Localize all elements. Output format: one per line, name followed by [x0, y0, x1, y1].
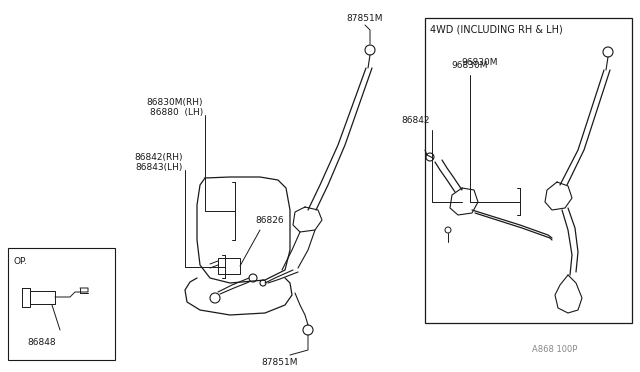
Text: 86842(RH): 86842(RH): [134, 153, 183, 162]
Text: 4WD (INCLUDING RH & LH): 4WD (INCLUDING RH & LH): [430, 24, 563, 34]
Bar: [218, 258, 240, 274]
Bar: [425, 18, 632, 323]
Text: A868 100P: A868 100P: [532, 345, 578, 354]
Bar: [8, 248, 115, 360]
Text: 96830M: 96830M: [461, 58, 499, 67]
Text: 87851M: 87851M: [347, 14, 383, 23]
Text: 87851M: 87851M: [262, 358, 298, 367]
Text: 86830M(RH): 86830M(RH): [147, 98, 203, 107]
Text: 86880  (LH): 86880 (LH): [150, 108, 203, 117]
Text: OP.: OP.: [14, 257, 28, 266]
Text: 86843(LH): 86843(LH): [136, 163, 183, 172]
Text: 86842: 86842: [401, 116, 430, 125]
Text: 96830M: 96830M: [452, 61, 488, 70]
Text: 86826: 86826: [255, 216, 284, 225]
Text: 86848: 86848: [28, 338, 56, 347]
